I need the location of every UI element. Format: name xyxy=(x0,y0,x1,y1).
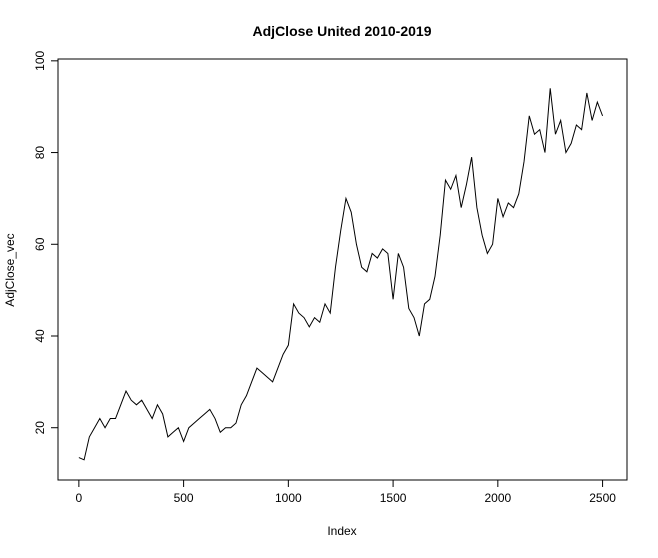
y-tick-label: 60 xyxy=(33,237,47,251)
y-tick-label: 80 xyxy=(33,146,47,160)
price-line xyxy=(78,88,604,461)
y-tick-label: 100 xyxy=(33,51,47,71)
x-tick-label: 500 xyxy=(174,491,194,505)
y-axis-label: AdjClose_vec xyxy=(3,233,17,306)
x-axis-label: Index xyxy=(327,524,356,538)
chart-title: AdjClose United 2010-2019 xyxy=(253,23,432,39)
y-tick-label: 20 xyxy=(33,421,47,435)
y-tick-label: 40 xyxy=(33,329,47,343)
x-tick-label: 1000 xyxy=(275,491,302,505)
x-tick-label: 0 xyxy=(76,491,83,505)
x-tick-label: 1500 xyxy=(380,491,407,505)
x-tick-label: 2500 xyxy=(589,491,616,505)
plot-frame xyxy=(57,58,628,481)
x-tick-label: 2000 xyxy=(484,491,511,505)
